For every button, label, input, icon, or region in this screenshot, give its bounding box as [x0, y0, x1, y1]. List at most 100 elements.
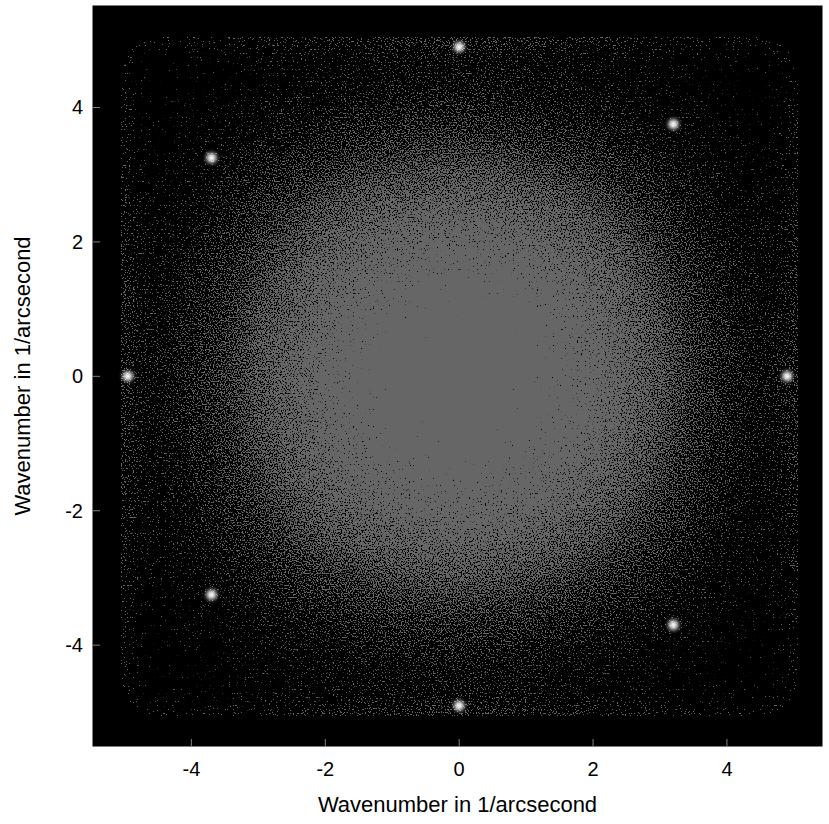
spectrum-cell	[560, 276, 627, 344]
spectrum-cell	[627, 410, 694, 478]
spectrum-cell	[627, 141, 694, 209]
spectrum-cell	[693, 612, 760, 680]
spectrum-cell	[627, 74, 694, 142]
spectrum-cell	[426, 410, 493, 478]
peak	[668, 119, 678, 129]
spectrum-cell	[426, 343, 493, 411]
spectrum-cell	[158, 7, 225, 75]
spectrum-cell	[760, 343, 822, 411]
spectrum-cell	[93, 544, 158, 612]
spectrum-cell	[693, 544, 760, 612]
spectrum-cell	[693, 74, 760, 142]
spectrum-cell	[560, 612, 627, 680]
y-tick	[93, 510, 100, 511]
spectrum-cell	[760, 410, 822, 478]
spectrum-cell	[225, 208, 292, 276]
spectrum-cell	[292, 141, 359, 209]
spectrum-cell	[158, 477, 225, 545]
spectrum-cell	[426, 544, 493, 612]
spectrum-cell	[359, 7, 426, 75]
spectrum-cell	[225, 612, 292, 680]
spectrum-cell	[158, 410, 225, 478]
x-tick	[325, 739, 326, 746]
spectrum-cell	[693, 679, 760, 746]
spectrum-cell	[359, 141, 426, 209]
x-tick-label: 0	[454, 758, 465, 780]
peak	[454, 42, 464, 52]
spectrum-cell	[225, 679, 292, 746]
y-tick-label: -2	[65, 500, 83, 522]
spectrum-cell	[627, 612, 694, 680]
spectrum-cell	[560, 141, 627, 209]
spectrum-cell	[225, 544, 292, 612]
spectrum-cell	[760, 544, 822, 612]
spectrum-cell	[93, 141, 158, 209]
spectrum-cell	[292, 477, 359, 545]
spectrum-cell	[493, 343, 560, 411]
spectrum-cell	[560, 7, 627, 75]
spectrum-cell	[292, 74, 359, 142]
spectrum-cell	[693, 141, 760, 209]
spectrum-cell	[158, 679, 225, 746]
plot-frame	[93, 6, 822, 746]
spectrum-cell	[493, 544, 560, 612]
spectrum-cell	[225, 7, 292, 75]
spectrum-cell	[292, 410, 359, 478]
spectrum-cell	[493, 410, 560, 478]
peak	[782, 371, 792, 381]
spectrum-cell	[158, 343, 225, 411]
spectrum-cell	[158, 612, 225, 680]
x-tick-label: -2	[316, 758, 334, 780]
spectrum-cell	[760, 208, 822, 276]
spectrum-cell	[158, 544, 225, 612]
spectrum-cell	[158, 141, 225, 209]
spectrum-cell	[426, 208, 493, 276]
spectrum-cell	[426, 679, 493, 746]
spectrum-cell	[292, 679, 359, 746]
spectrum-cell	[693, 477, 760, 545]
spectrum-cell	[225, 410, 292, 478]
spectrum-cell	[292, 343, 359, 411]
spectrum-cell	[426, 7, 493, 75]
spectrum-cell	[426, 141, 493, 209]
chart: -4-2024-4-2024Wavenumber in 1/arcsecondW…	[0, 0, 829, 824]
spectrum-cell	[93, 679, 158, 746]
spectrum-cell	[760, 679, 822, 746]
peak	[454, 701, 464, 711]
peaks	[123, 42, 792, 711]
spectrum-cell	[493, 612, 560, 680]
spectrum-cell	[493, 7, 560, 75]
plot-area	[93, 7, 822, 746]
plot-background	[93, 6, 822, 746]
spectrum-cell	[359, 544, 426, 612]
spectrum-cell	[225, 74, 292, 142]
spectrum-cell	[760, 141, 822, 209]
spectrum-cell	[93, 477, 158, 545]
peak	[206, 590, 216, 600]
spectrum-cell	[292, 7, 359, 75]
spectrum-cell	[158, 74, 225, 142]
spectrum-cell	[359, 343, 426, 411]
spectrum-cell	[693, 410, 760, 478]
x-tick-label: -4	[183, 758, 201, 780]
spectrum-cell	[693, 276, 760, 344]
spectrum-cell	[158, 208, 225, 276]
spectrum-cell	[359, 208, 426, 276]
spectrum-cell	[560, 544, 627, 612]
spectrum-cell	[158, 276, 225, 344]
spectrum-cell	[493, 141, 560, 209]
y-tick	[93, 645, 100, 646]
peak	[123, 371, 133, 381]
y-tick-label: 2	[72, 231, 83, 253]
x-tick	[726, 739, 727, 746]
y-axis-title: Wavenumber in 1/arcsecond	[10, 236, 35, 515]
y-tick	[93, 241, 100, 242]
spectrum-cell	[760, 477, 822, 545]
spectrum-cell	[693, 208, 760, 276]
spectrum-cell	[760, 276, 822, 344]
spectrum-cell	[426, 612, 493, 680]
spectrum-cell	[760, 612, 822, 680]
spectrum-cell	[93, 7, 158, 75]
y-tick-label: 0	[72, 365, 83, 387]
spectrum-cell	[560, 410, 627, 478]
